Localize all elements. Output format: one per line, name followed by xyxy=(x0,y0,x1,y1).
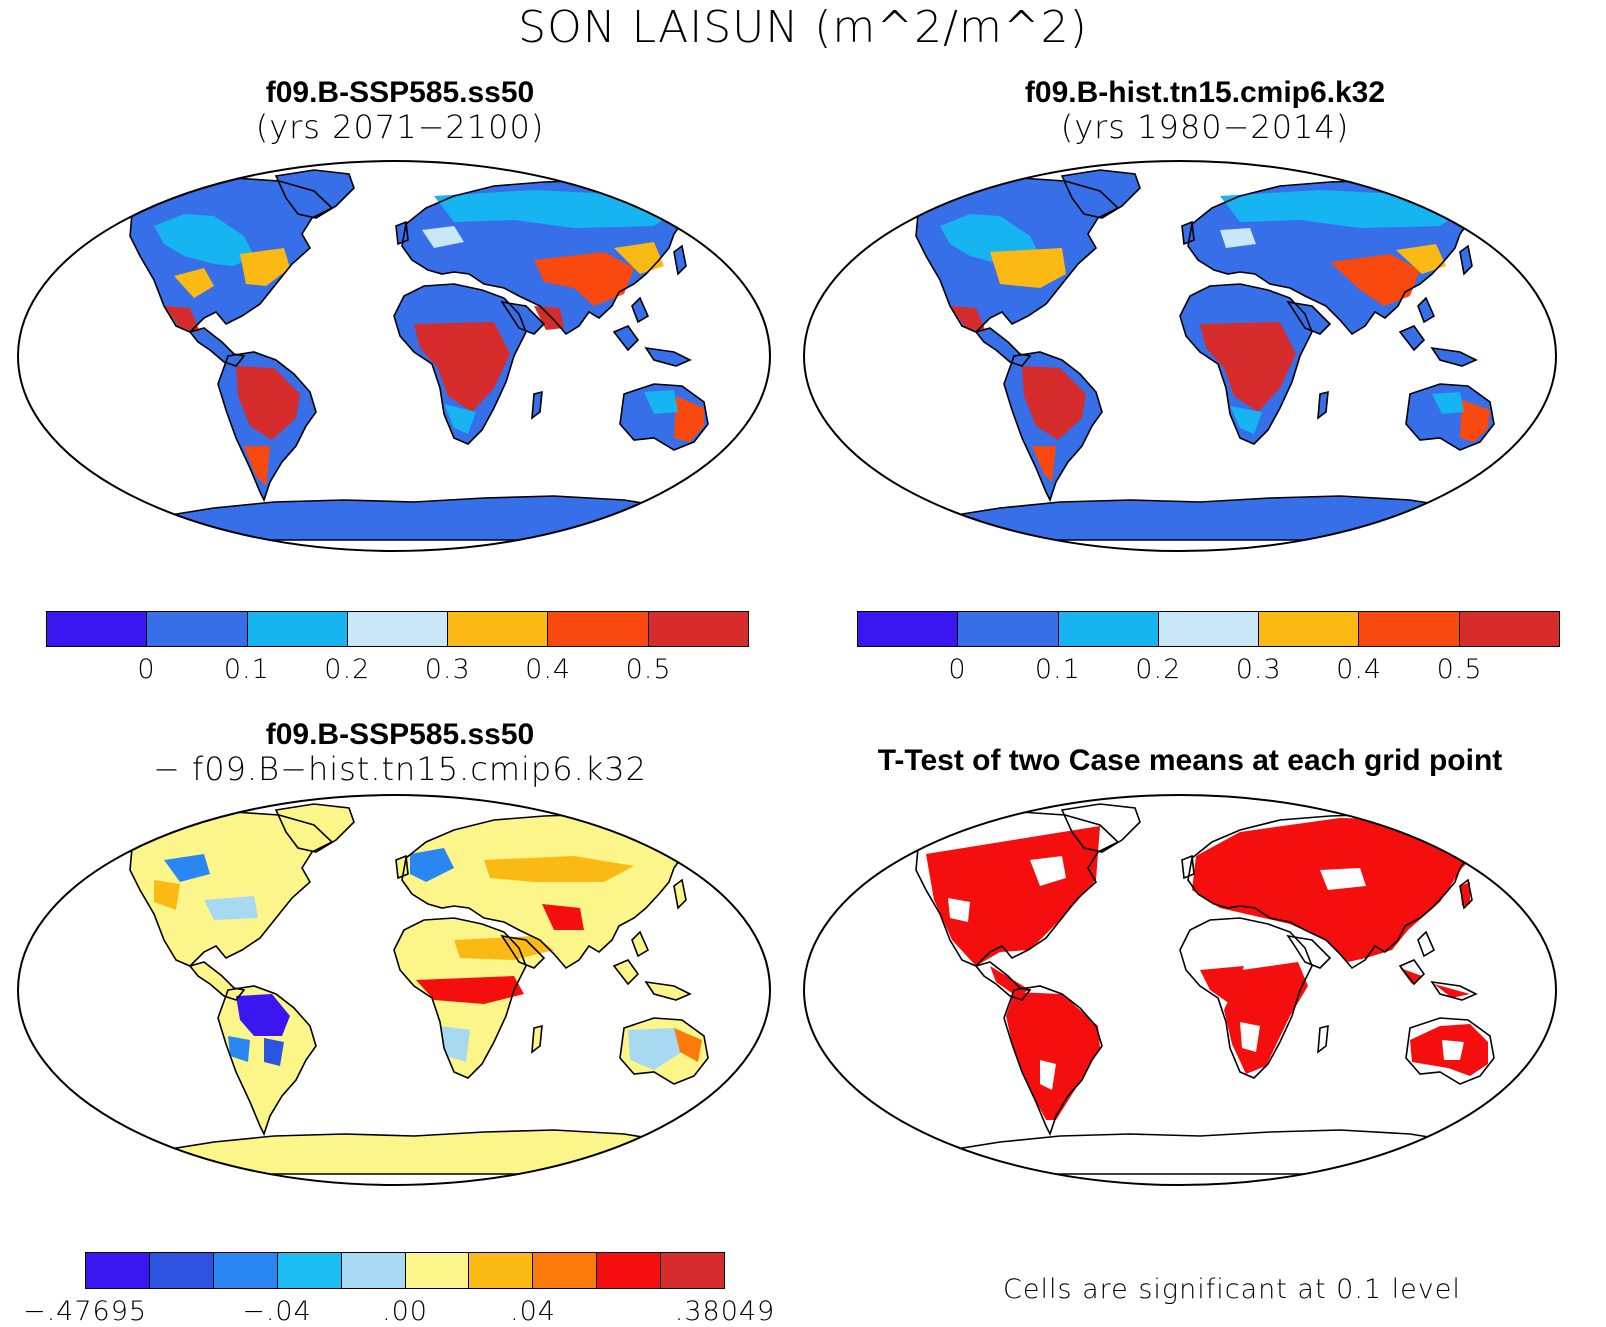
colorbar-difference-tick-min: −.47695 xyxy=(22,1296,148,1327)
panel-future-years: (yrs 2071−2100) xyxy=(255,107,545,146)
colorbar-future-swatch xyxy=(448,612,549,646)
figure-title: SON LAISUN (m^2/m^2) xyxy=(518,2,1088,53)
map-future xyxy=(17,160,771,552)
colorbar-difference-swatch xyxy=(533,1253,598,1288)
colorbar-difference-swatch xyxy=(149,1253,214,1288)
colorbar-future-tick: 0.2 xyxy=(324,654,371,685)
colorbar-difference-swatch xyxy=(341,1253,406,1288)
colorbar-historical-tick: 0.5 xyxy=(1436,654,1483,685)
colorbar-future-tick: 0 xyxy=(137,654,156,685)
panel-historical-years: (yrs 1980−2014) xyxy=(1060,107,1350,146)
colorbar-historical-swatch xyxy=(1058,612,1159,646)
colorbar-difference-tick-pos: .04 xyxy=(510,1296,556,1327)
colorbar-future-swatch xyxy=(648,612,748,646)
colorbar-difference xyxy=(85,1252,725,1289)
colorbar-historical-tick: 0 xyxy=(948,654,967,685)
colorbar-difference-tick-neg: −.04 xyxy=(242,1296,312,1327)
colorbar-difference-swatch xyxy=(469,1253,534,1288)
colorbar-future-swatch xyxy=(47,612,148,646)
colorbar-historical-swatch xyxy=(1259,612,1360,646)
colorbar-historical-swatch xyxy=(1459,612,1559,646)
colorbar-historical-swatch xyxy=(858,612,959,646)
colorbar-historical-tick: 0.3 xyxy=(1235,654,1282,685)
colorbar-difference-tick-zero: .00 xyxy=(382,1296,428,1327)
panel-difference-title: f09.B-SSP585.ss50 − f09.B−hist.tn15.cmip… xyxy=(80,718,720,787)
colorbar-future-swatch xyxy=(347,612,449,646)
colorbar-historical-tick: 0.2 xyxy=(1135,654,1182,685)
panel-difference-case-b: − f09.B−hist.tn15.cmip6.k32 xyxy=(153,749,647,788)
map-ttest xyxy=(803,794,1557,1186)
colorbar-future-tick: 0.1 xyxy=(223,654,270,685)
colorbar-difference-swatch xyxy=(213,1253,278,1288)
colorbar-difference-swatch xyxy=(597,1253,662,1288)
panel-historical-case-name: f09.B-hist.tn15.cmip6.k32 xyxy=(1024,76,1386,109)
ttest-footnote: Cells are significant at 0.1 level xyxy=(1003,1274,1461,1305)
colorbar-difference-swatch xyxy=(277,1253,342,1288)
colorbar-historical-swatch xyxy=(958,612,1059,646)
panel-future-case-name: f09.B-SSP585.ss50 xyxy=(265,76,535,109)
colorbar-future xyxy=(46,611,749,647)
colorbar-historical-tick: 0.1 xyxy=(1034,654,1081,685)
colorbar-historical-tick: 0.4 xyxy=(1336,654,1383,685)
colorbar-future-swatch xyxy=(247,612,348,646)
panel-historical-title: f09.B-hist.tn15.cmip6.k32 (yrs 1980−2014… xyxy=(935,76,1475,145)
colorbar-historical xyxy=(857,611,1560,647)
colorbar-difference-swatch xyxy=(405,1253,470,1288)
panel-future-title: f09.B-SSP585.ss50 (yrs 2071−2100) xyxy=(150,76,650,145)
colorbar-historical-swatch xyxy=(1158,612,1260,646)
colorbar-future-tick: 0.5 xyxy=(625,654,672,685)
colorbar-future-tick: 0.4 xyxy=(525,654,572,685)
map-historical xyxy=(803,160,1557,552)
colorbar-difference-swatch xyxy=(661,1253,725,1288)
colorbar-historical-swatch xyxy=(1359,612,1460,646)
colorbar-future-tick: 0.3 xyxy=(424,654,471,685)
panel-difference-case-a: f09.B-SSP585.ss50 xyxy=(265,718,535,751)
colorbar-difference-swatch xyxy=(86,1253,150,1288)
colorbar-difference-tick-max: .38049 xyxy=(674,1296,776,1327)
panel-ttest-title: T-Test of two Case means at each grid po… xyxy=(877,744,1503,777)
colorbar-future-swatch xyxy=(548,612,649,646)
map-difference xyxy=(17,794,771,1186)
colorbar-future-swatch xyxy=(147,612,248,646)
